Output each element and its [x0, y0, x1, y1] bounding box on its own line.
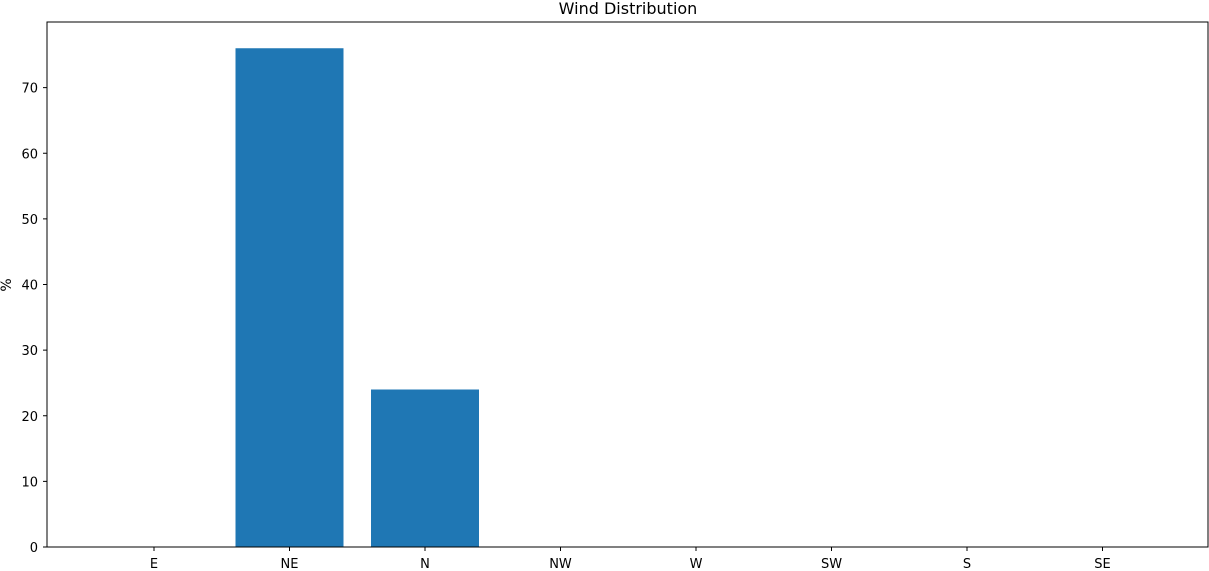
- y-tick-label: 30: [21, 344, 38, 359]
- x-tick-label: NE: [281, 557, 299, 571]
- plot-frame: [46, 21, 1209, 548]
- y-tick-label: 0: [30, 541, 38, 556]
- x-tick-label: SE: [1094, 557, 1110, 571]
- x-tick-label: S: [963, 557, 971, 571]
- y-tick-label: 50: [21, 213, 38, 228]
- x-ticks-group: E NE N NW W SW S SE: [150, 547, 1111, 571]
- bars-group: [235, 48, 479, 547]
- bar-n: [371, 389, 479, 547]
- y-tick-label: 20: [21, 410, 38, 425]
- y-tick-label: 60: [21, 147, 38, 162]
- bar-ne: [235, 48, 344, 547]
- x-tick-label: E: [150, 557, 158, 571]
- x-tick-label: W: [690, 557, 703, 571]
- x-tick-label: N: [420, 557, 430, 571]
- x-tick-label: SW: [821, 557, 842, 571]
- x-tick-label: NW: [549, 557, 572, 571]
- y-ticks-group: 0 10 20 30 40 50 60 70: [21, 82, 47, 556]
- y-axis-label: %: [0, 278, 15, 291]
- y-tick-label: 10: [21, 475, 38, 490]
- y-tick-label: 70: [21, 82, 38, 97]
- chart-title: Wind Distribution: [559, 0, 698, 18]
- y-tick-label: 40: [21, 279, 38, 294]
